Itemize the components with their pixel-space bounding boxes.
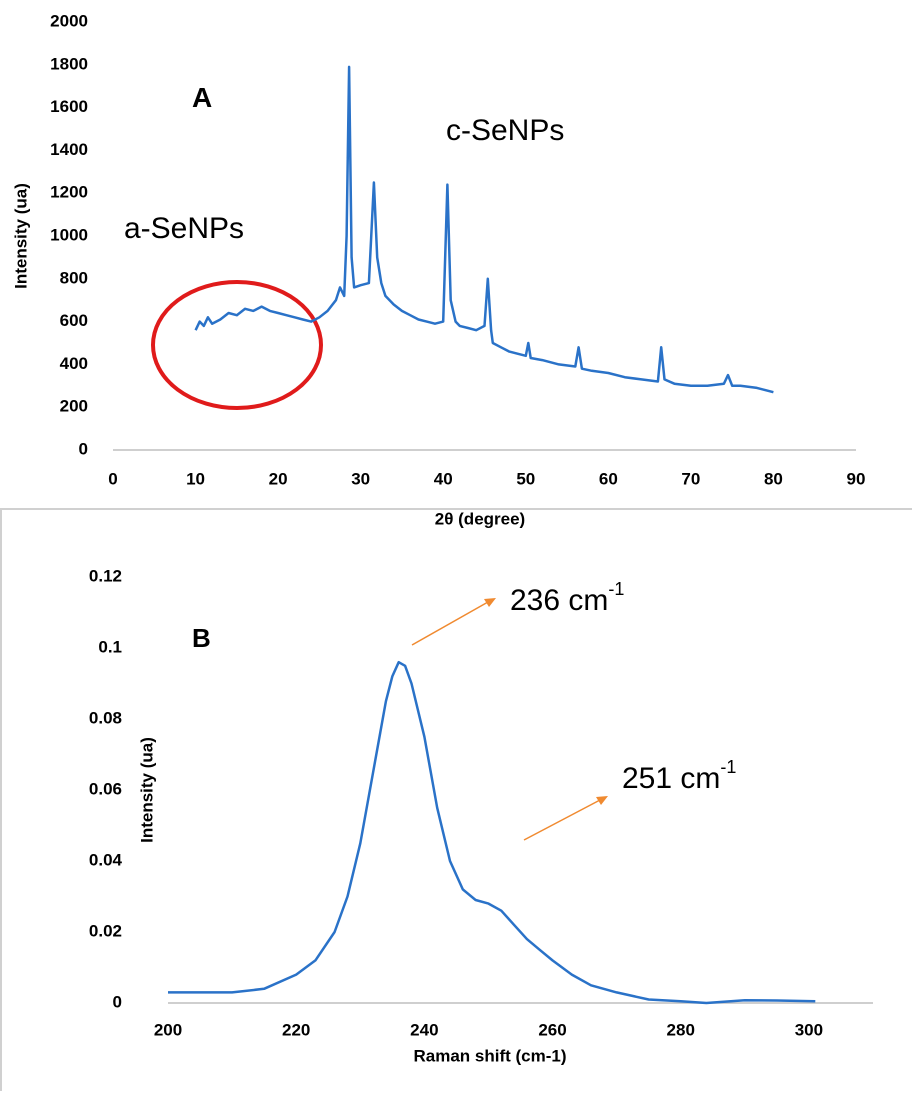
x-tick-label: 90 [847, 469, 866, 488]
y-axis-label: Intensity (ua) [11, 183, 30, 289]
y-tick-label: 800 [60, 268, 88, 287]
x-axis-label: Raman shift (cm-1) [413, 1046, 566, 1065]
x-tick-label: 280 [667, 1020, 695, 1039]
x-tick-label: 20 [269, 469, 288, 488]
arrow [411, 601, 489, 646]
annotation-text: A [192, 82, 212, 113]
annotation-text: a-SeNPs [124, 212, 244, 245]
x-tick-label: 300 [795, 1020, 823, 1039]
y-tick-label: 0.02 [89, 921, 122, 940]
annotation: a-SeNPs [124, 212, 244, 245]
x-axis-label: 2θ (degree) [435, 509, 525, 528]
y-tick-label: 1800 [50, 54, 88, 73]
y-tick-label: 1600 [50, 97, 88, 116]
arrow-head [596, 796, 608, 805]
y-tick-label: 0.06 [89, 779, 122, 798]
annotation-superscript: -1 [608, 579, 624, 599]
x-tick-label: 60 [599, 469, 618, 488]
y-tick-label: 1000 [50, 225, 88, 244]
x-tick-label: 10 [186, 469, 205, 488]
y-tick-label: 0 [79, 439, 88, 458]
annotation-text: 251 cm [622, 762, 720, 795]
x-tick-label: 240 [410, 1020, 438, 1039]
y-tick-label: 0.04 [89, 850, 123, 869]
annotation-superscript: -1 [720, 757, 736, 777]
y-tick-label: 200 [60, 397, 88, 416]
data-line [194, 65, 774, 394]
annotation-text: c-SeNPs [446, 114, 564, 147]
y-axis-label: Intensity (ua) [137, 737, 156, 843]
panel-border [0, 508, 912, 1096]
highlight-ellipse [151, 280, 323, 410]
x-tick-label: 70 [681, 469, 700, 488]
arrow [523, 799, 601, 841]
arrow-head [484, 598, 496, 607]
annotation-text: B [192, 623, 211, 653]
x-tick-label: 200 [154, 1020, 182, 1039]
y-tick-label: 0.1 [98, 637, 122, 656]
x-tick-label: 260 [538, 1020, 566, 1039]
annotation: 251 cm-1 [622, 757, 736, 795]
annotation: 236 cm-1 [510, 579, 624, 617]
y-tick-label: 0.12 [89, 566, 122, 585]
annotation-text: 236 cm [510, 584, 608, 617]
y-tick-label: 2000 [50, 11, 88, 30]
y-tick-label: 0.08 [89, 708, 122, 727]
y-tick-label: 600 [60, 311, 88, 330]
annotation: c-SeNPs [446, 114, 564, 147]
y-tick-label: 1200 [50, 183, 88, 202]
x-tick-label: 40 [434, 469, 453, 488]
y-tick-label: 0 [113, 992, 122, 1011]
annotation: B [192, 623, 211, 653]
y-tick-label: 400 [60, 354, 88, 373]
data-line [168, 660, 816, 1005]
x-tick-label: 220 [282, 1020, 310, 1039]
x-tick-label: 30 [351, 469, 370, 488]
annotation: A [192, 82, 212, 113]
x-tick-label: 0 [108, 469, 117, 488]
x-tick-label: 50 [516, 469, 535, 488]
y-tick-label: 1400 [50, 140, 88, 159]
x-tick-label: 80 [764, 469, 783, 488]
